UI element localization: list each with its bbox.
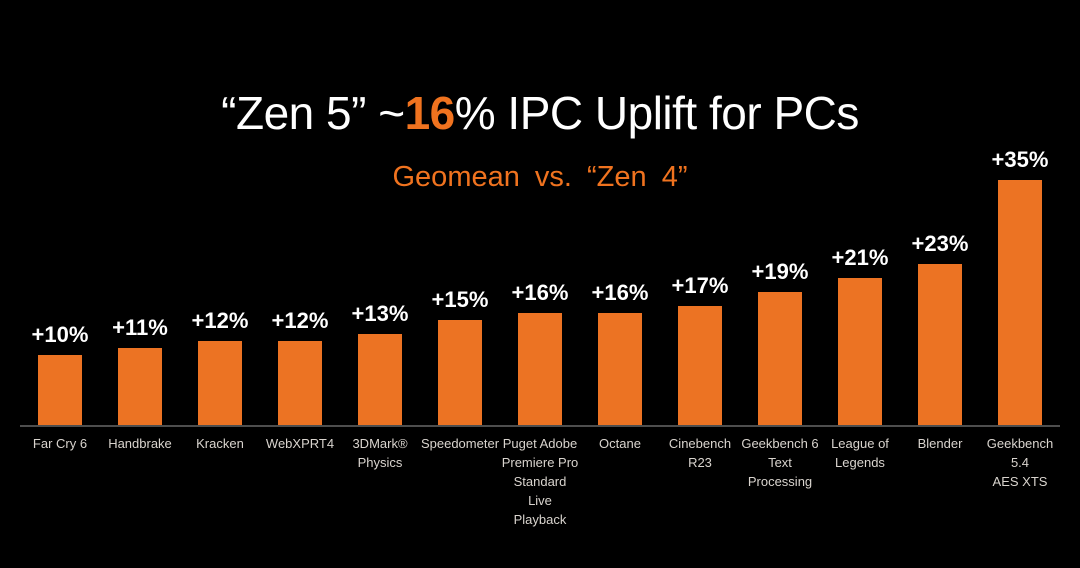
bar-value-label: +15% (431, 287, 489, 312)
category-label: Handbrake (108, 436, 172, 451)
bar-column: +17% (660, 273, 740, 425)
category-label: Geekbench 6 Text Processing (741, 436, 819, 489)
bar (198, 341, 242, 425)
bar-column: +11% (100, 315, 180, 425)
bar-value-label: +12% (191, 308, 249, 333)
slide-title: “Zen 5” ~16% IPC Uplift for PCs (0, 86, 1080, 140)
title-prefix: “Zen 5” ~ (221, 87, 405, 139)
bar-value-label: +16% (591, 280, 649, 305)
bar-column: +16% (580, 280, 660, 425)
category-label: League of Legends (831, 436, 889, 470)
category-label: Speedometer (420, 436, 500, 451)
bar-column: +12% (260, 308, 340, 425)
bar-value-label: +10% (31, 322, 89, 347)
bar-value-label: +12% (271, 308, 329, 333)
bar-column: +16% (500, 280, 580, 425)
bar-value-label: +21% (831, 245, 889, 270)
bar-column: +35% (980, 147, 1060, 425)
bar (118, 348, 162, 425)
bar-column: +23% (900, 231, 980, 425)
category-label: Geekbench 5.4 AES XTS (986, 436, 1054, 489)
bar (598, 313, 642, 425)
title-suffix: % IPC Uplift for PCs (454, 87, 860, 139)
category-label: Kracken (196, 436, 244, 451)
bar-value-label: +17% (671, 273, 729, 298)
category-label: WebXPRT4 (265, 436, 335, 451)
bar-column: +21% (820, 245, 900, 425)
bar-column: +15% (420, 287, 500, 425)
category-label: 3DMark® Physics (352, 436, 408, 470)
bar (998, 180, 1042, 425)
bar (838, 278, 882, 425)
bar-value-label: +13% (351, 301, 409, 326)
bar (358, 334, 402, 425)
bar-column: +19% (740, 259, 820, 425)
bar (758, 292, 802, 425)
bar (38, 355, 82, 425)
bar-value-label: +35% (991, 147, 1049, 172)
bar (918, 264, 962, 425)
bar (278, 341, 322, 425)
bar (678, 306, 722, 425)
category-axis: Far Cry 6 Handbrake Kracken WebXPRT4 3DMark®… (20, 434, 1060, 529)
category-label: Puget Adobe Premiere Pro Standard Live P… (501, 436, 579, 527)
bar-value-label: +11% (112, 315, 168, 340)
bar (438, 320, 482, 425)
bar-value-label: +16% (511, 280, 569, 305)
category-label: Blender (917, 436, 963, 451)
bar-value-label: +23% (911, 231, 969, 256)
bar-chart: +10% +11% +12% +12% +13% +15% +16% +16% +17% +19%… (20, 147, 1060, 427)
bar (518, 313, 562, 425)
slide-subtitle: Geomean vs. “Zen 4” (392, 161, 688, 193)
bar-value-label: +19% (751, 259, 809, 284)
title-accent: 16 (404, 87, 456, 139)
bar-column: +10% (20, 322, 100, 425)
category-label: Far Cry 6 (32, 436, 88, 451)
bar-column: +13% (340, 301, 420, 425)
category-label: Cinebench R23 (668, 436, 732, 470)
bar-column: +12% (180, 308, 260, 425)
category-label: Octane (599, 436, 641, 451)
